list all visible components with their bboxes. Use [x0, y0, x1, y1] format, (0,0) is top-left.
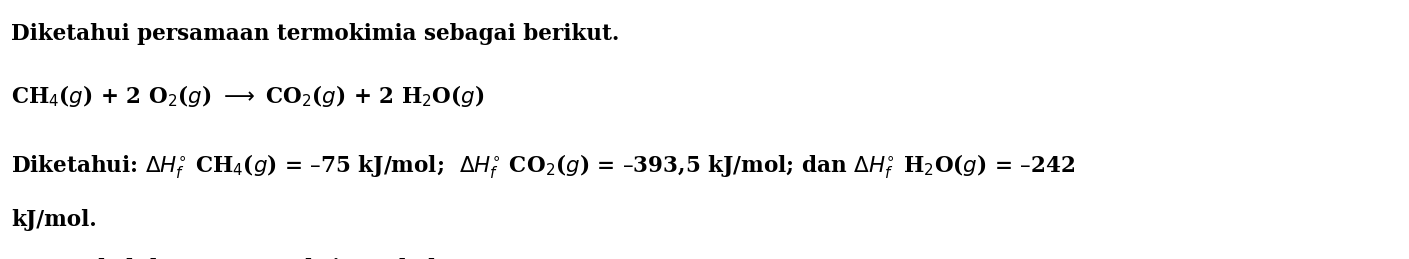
Text: Diketahui: $\Delta H_{f}^{\circ}$ CH$_{4}$($g$) = –75 kJ/mol;  $\Delta H_{f}^{\c: Diketahui: $\Delta H_{f}^{\circ}$ CH$_{4… [11, 152, 1075, 180]
Text: CH$_{4}$($g$) + 2 O$_{2}$($g$) $\longrightarrow$ CO$_{2}$($g$) + 2 H$_{2}$O($g$): CH$_{4}$($g$) + 2 O$_{2}$($g$) $\longrig… [11, 83, 485, 109]
Text: Berapakah besar $\Delta$H reaksi pembakaran 6,4 gram gas metana ?: Berapakah besar $\Delta$H reaksi pembaka… [11, 256, 779, 259]
Text: kJ/mol.: kJ/mol. [11, 209, 97, 231]
Text: Diketahui persamaan termokimia sebagai berikut.: Diketahui persamaan termokimia sebagai b… [11, 23, 620, 45]
